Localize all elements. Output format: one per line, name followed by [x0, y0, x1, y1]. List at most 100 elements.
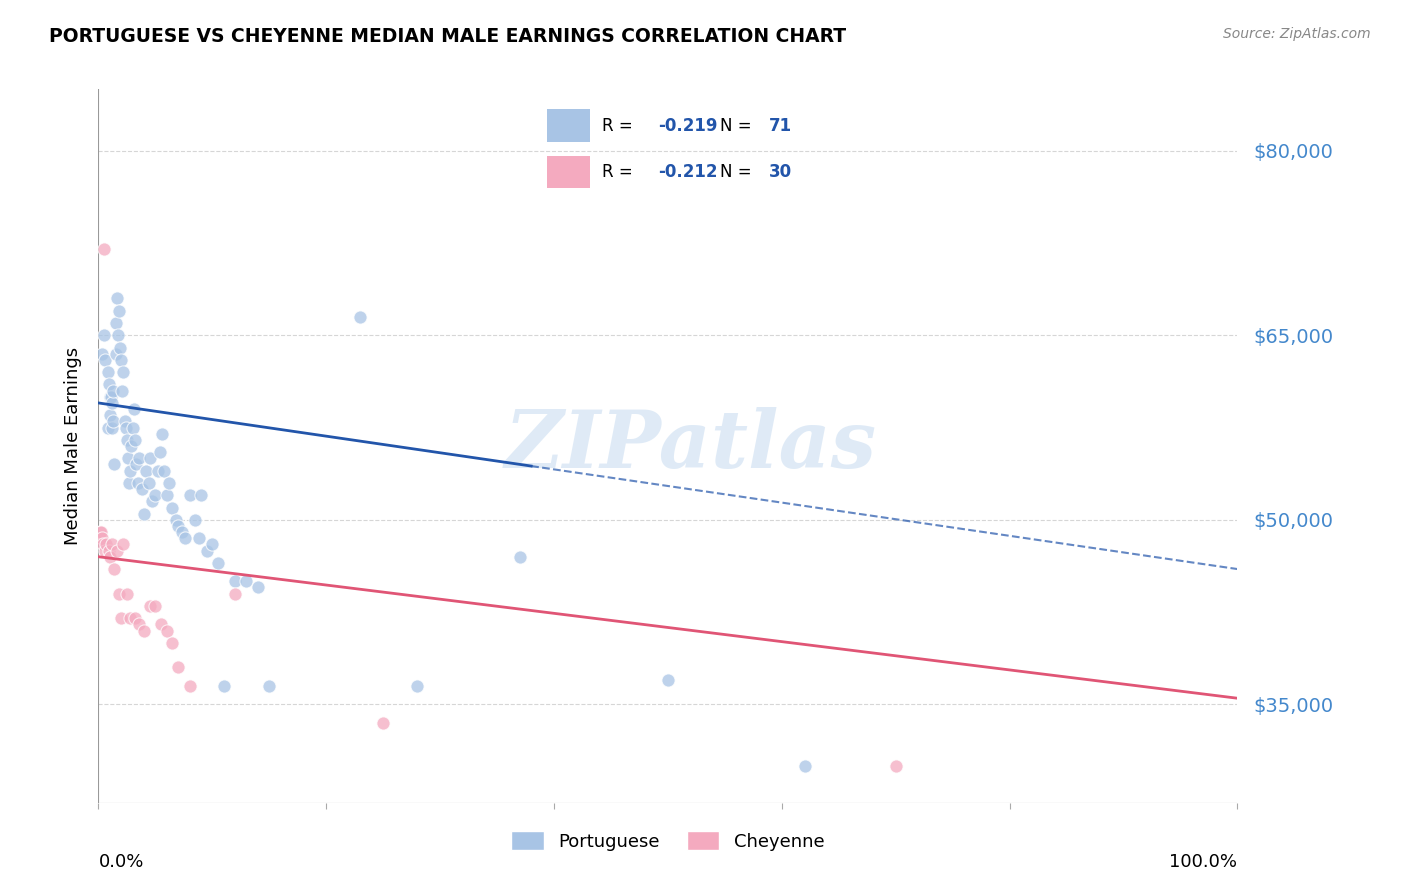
Point: [114, 414, 136, 428]
Point: [145, 599, 167, 613]
Point: [235, 574, 257, 589]
Point: [103, 458, 125, 472]
Point: [174, 531, 197, 545]
Point: [167, 519, 190, 533]
Point: [101, 537, 124, 551]
Point: [101, 396, 124, 410]
Point: [156, 488, 179, 502]
Point: [165, 513, 187, 527]
Text: Source: ZipAtlas.com: Source: ZipAtlas.com: [1223, 27, 1371, 41]
Point: [105, 543, 128, 558]
Point: [108, 303, 131, 318]
Point: [884, 759, 907, 773]
Point: [122, 402, 145, 417]
Point: [112, 537, 135, 551]
Point: [89, 525, 111, 540]
Bar: [547, 155, 591, 188]
Point: [138, 475, 160, 490]
Point: [104, 347, 127, 361]
Point: [246, 581, 269, 595]
Point: [114, 420, 136, 434]
Point: [657, 673, 679, 687]
Point: [349, 310, 371, 324]
Point: [94, 352, 117, 367]
Point: [112, 365, 135, 379]
Point: [128, 617, 150, 632]
Point: [107, 328, 129, 343]
Point: [124, 611, 146, 625]
Point: [120, 439, 142, 453]
Point: [108, 587, 131, 601]
Point: [98, 390, 121, 404]
Point: [110, 352, 132, 367]
Text: N =: N =: [720, 163, 756, 181]
Point: [103, 384, 125, 398]
Point: [132, 507, 155, 521]
Text: -0.212: -0.212: [658, 163, 717, 181]
Point: [96, 537, 118, 551]
Point: [111, 384, 134, 398]
Point: [259, 679, 281, 693]
Text: -0.219: -0.219: [658, 117, 717, 135]
Text: 30: 30: [769, 163, 793, 181]
Point: [90, 347, 112, 361]
Point: [121, 420, 143, 434]
Point: [124, 433, 146, 447]
Point: [150, 617, 173, 632]
Point: [212, 679, 235, 693]
Point: [96, 420, 118, 434]
Point: [101, 420, 124, 434]
Point: [97, 543, 120, 558]
Point: [90, 525, 112, 540]
Point: [103, 414, 125, 428]
Point: [98, 549, 121, 564]
Text: N =: N =: [720, 117, 756, 135]
Text: R =: R =: [602, 163, 638, 181]
Point: [156, 624, 179, 638]
Point: [201, 537, 224, 551]
Text: 100.0%: 100.0%: [1170, 853, 1237, 871]
Point: [406, 679, 429, 693]
Text: ZIPatlas: ZIPatlas: [505, 408, 877, 484]
Point: [195, 543, 218, 558]
Point: [108, 341, 131, 355]
Point: [150, 426, 173, 441]
Point: [224, 587, 246, 601]
Point: [141, 494, 163, 508]
Point: [170, 525, 193, 540]
Point: [120, 611, 142, 625]
Point: [135, 464, 157, 478]
Point: [190, 488, 212, 502]
Point: [115, 587, 138, 601]
Point: [153, 464, 176, 478]
Bar: [547, 110, 591, 142]
Text: 0.0%: 0.0%: [98, 853, 143, 871]
Point: [157, 475, 180, 490]
Point: [146, 464, 169, 478]
Point: [90, 531, 112, 545]
Point: [118, 475, 141, 490]
Point: [224, 574, 246, 589]
Point: [110, 611, 132, 625]
Point: [100, 390, 122, 404]
Point: [91, 537, 114, 551]
Point: [93, 328, 115, 343]
Point: [371, 715, 394, 730]
Point: [103, 562, 125, 576]
Point: [94, 543, 117, 558]
Point: [509, 549, 531, 564]
Point: [131, 482, 153, 496]
Point: [167, 660, 190, 674]
Point: [207, 556, 229, 570]
Point: [98, 409, 121, 423]
Point: [162, 636, 184, 650]
Legend: Portuguese, Cheyenne: Portuguese, Cheyenne: [505, 824, 831, 858]
Point: [149, 445, 172, 459]
Point: [104, 316, 127, 330]
Point: [125, 458, 148, 472]
Text: PORTUGUESE VS CHEYENNE MEDIAN MALE EARNINGS CORRELATION CHART: PORTUGUESE VS CHEYENNE MEDIAN MALE EARNI…: [49, 27, 846, 45]
Point: [93, 242, 115, 256]
Y-axis label: Median Male Earnings: Median Male Earnings: [63, 347, 82, 545]
Point: [105, 291, 128, 305]
Point: [179, 488, 201, 502]
